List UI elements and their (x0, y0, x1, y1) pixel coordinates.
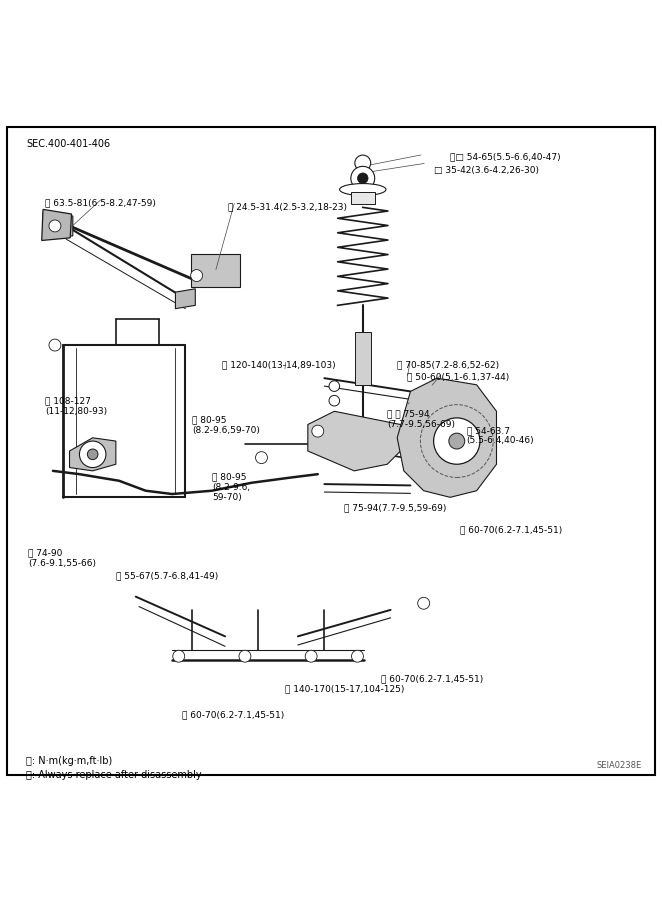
Circle shape (239, 650, 251, 662)
FancyBboxPatch shape (351, 192, 375, 204)
Text: ⓗ 80-95
(8.2-9.6,59-70): ⓗ 80-95 (8.2-9.6,59-70) (192, 415, 260, 435)
Polygon shape (70, 437, 116, 471)
Polygon shape (42, 209, 71, 241)
Text: ⓗ 54-63.7
(5.5-6.4,40-46): ⓗ 54-63.7 (5.5-6.4,40-46) (467, 426, 534, 446)
Text: SEIA0238E: SEIA0238E (597, 761, 642, 770)
Circle shape (79, 441, 106, 467)
Text: ⓗ 80-95
(8.2-9.6,
59-70): ⓗ 80-95 (8.2-9.6, 59-70) (212, 472, 250, 502)
Circle shape (256, 452, 267, 464)
Circle shape (418, 597, 430, 609)
Text: ⓐ□ 54-65(5.5-6.6,40-47): ⓐ□ 54-65(5.5-6.6,40-47) (450, 152, 561, 161)
Circle shape (434, 418, 480, 465)
Text: ⓗ: N·m(kg·m,ft·lb): ⓗ: N·m(kg·m,ft·lb) (26, 756, 113, 766)
Circle shape (87, 449, 98, 460)
Circle shape (352, 650, 363, 662)
Circle shape (329, 395, 340, 406)
Text: ⓗ 70-85(7.2-8.6,52-62): ⓗ 70-85(7.2-8.6,52-62) (397, 360, 499, 369)
Circle shape (49, 220, 61, 232)
Text: ⓗ 60-70(6.2-7.1,45-51): ⓗ 60-70(6.2-7.1,45-51) (460, 525, 562, 534)
FancyBboxPatch shape (355, 332, 371, 385)
Text: ⓗ 63.5-81(6.5-8.2,47-59): ⓗ 63.5-81(6.5-8.2,47-59) (45, 198, 156, 207)
Circle shape (355, 155, 371, 171)
Circle shape (329, 381, 340, 391)
Polygon shape (43, 213, 73, 239)
Text: SEC.400-401-406: SEC.400-401-406 (26, 139, 111, 149)
Text: ⓗ 74-90
(7.6-9.1,55-66): ⓗ 74-90 (7.6-9.1,55-66) (28, 548, 96, 567)
Text: ⓗ 60-70(6.2-7.1,45-51): ⓗ 60-70(6.2-7.1,45-51) (381, 674, 483, 683)
Text: ⓗ 120-140(13-14,89-103): ⓗ 120-140(13-14,89-103) (222, 360, 336, 369)
Circle shape (191, 270, 203, 281)
Text: ⓗ 75-94(7.7-9.5,59-69): ⓗ 75-94(7.7-9.5,59-69) (344, 503, 447, 512)
FancyBboxPatch shape (7, 126, 655, 776)
Text: □ 35-42(3.6-4.2,26-30): □ 35-42(3.6-4.2,26-30) (434, 166, 539, 175)
Circle shape (305, 650, 317, 662)
Circle shape (357, 173, 368, 183)
Polygon shape (308, 411, 407, 471)
Circle shape (49, 339, 61, 351)
Polygon shape (175, 289, 195, 308)
Circle shape (173, 650, 185, 662)
Text: ⓐ: Always replace after disassembly: ⓐ: Always replace after disassembly (26, 770, 202, 780)
Text: ⓗ 60-70(6.2-7.1,45-51): ⓗ 60-70(6.2-7.1,45-51) (182, 711, 284, 720)
Text: ⓗ 24.5-31.4(2.5-3.2,18-23): ⓗ 24.5-31.4(2.5-3.2,18-23) (228, 202, 348, 211)
Circle shape (449, 433, 465, 449)
Text: ⓗ 140-170(15-17,104-125): ⓗ 140-170(15-17,104-125) (285, 684, 404, 693)
Text: ⓐ ⓗ 75-94
(7.7-9.5,56-69): ⓐ ⓗ 75-94 (7.7-9.5,56-69) (387, 410, 455, 428)
Polygon shape (397, 378, 496, 497)
Text: ⓗ 55-67(5.7-6.8,41-49): ⓗ 55-67(5.7-6.8,41-49) (116, 572, 218, 581)
Text: ⓗ 50-60(5.1-6.1,37-44): ⓗ 50-60(5.1-6.1,37-44) (407, 373, 509, 382)
FancyBboxPatch shape (191, 254, 240, 287)
Text: ⓗ 108-127
(11-12,80-93): ⓗ 108-127 (11-12,80-93) (45, 397, 107, 416)
Circle shape (351, 166, 375, 190)
Circle shape (312, 425, 324, 437)
Ellipse shape (340, 183, 386, 196)
